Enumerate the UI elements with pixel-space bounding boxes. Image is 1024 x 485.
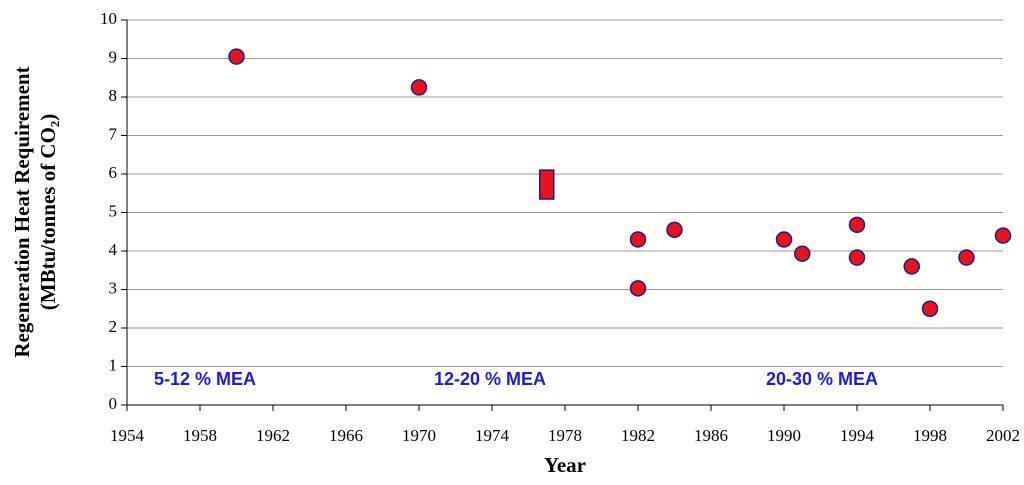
point <box>958 249 975 266</box>
y-tick-label: 1 <box>109 355 118 374</box>
x-tick-label: 1954 <box>110 426 145 445</box>
y-tick-label: 0 <box>109 394 118 413</box>
y-tick-label: 7 <box>109 124 118 143</box>
x-tick-label: 1998 <box>913 426 947 445</box>
annotation: 20-30 % MEA <box>766 369 878 389</box>
y-axis-title: (MBtu/tonnes of CO₂) <box>36 114 60 310</box>
x-tick-label: 1974 <box>475 426 510 445</box>
point <box>666 221 683 239</box>
point <box>410 79 428 96</box>
point <box>629 231 647 248</box>
x-axis-title: Year <box>544 453 586 477</box>
y-axis-title: Regeneration Heat Requirement <box>10 66 34 357</box>
point <box>994 227 1012 244</box>
y-tick-label: 9 <box>109 47 118 66</box>
y-tick-label: 2 <box>109 317 118 336</box>
x-tick-label: 1970 <box>402 426 436 445</box>
y-tick-label: 3 <box>109 278 118 297</box>
point <box>921 300 939 317</box>
x-tick-label: 1962 <box>256 426 290 445</box>
y-tick-label: 4 <box>109 240 118 259</box>
annotation: 5-12 % MEA <box>154 369 256 389</box>
x-tick-label: 1966 <box>329 426 363 445</box>
y-tick-label: 8 <box>109 86 118 105</box>
x-tick-label: 1986 <box>694 426 728 445</box>
annotation: 12-20 % MEA <box>434 369 546 389</box>
x-tick-label: 1990 <box>767 426 801 445</box>
point <box>903 258 920 275</box>
point <box>228 48 245 65</box>
x-tick-label: 1958 <box>183 426 217 445</box>
y-tick-label: 10 <box>100 9 117 28</box>
point <box>848 216 866 234</box>
y-tick-label: 6 <box>109 163 118 182</box>
x-tick-label: 1982 <box>621 426 655 445</box>
range-bar <box>539 169 555 200</box>
x-tick-label: 2002 <box>986 426 1020 445</box>
point <box>775 231 793 248</box>
point <box>794 245 811 262</box>
x-tick-label: 1994 <box>840 426 875 445</box>
y-tick-label: 5 <box>109 201 118 220</box>
x-tick-label: 1978 <box>548 426 582 445</box>
point <box>629 280 647 297</box>
point <box>848 249 866 266</box>
